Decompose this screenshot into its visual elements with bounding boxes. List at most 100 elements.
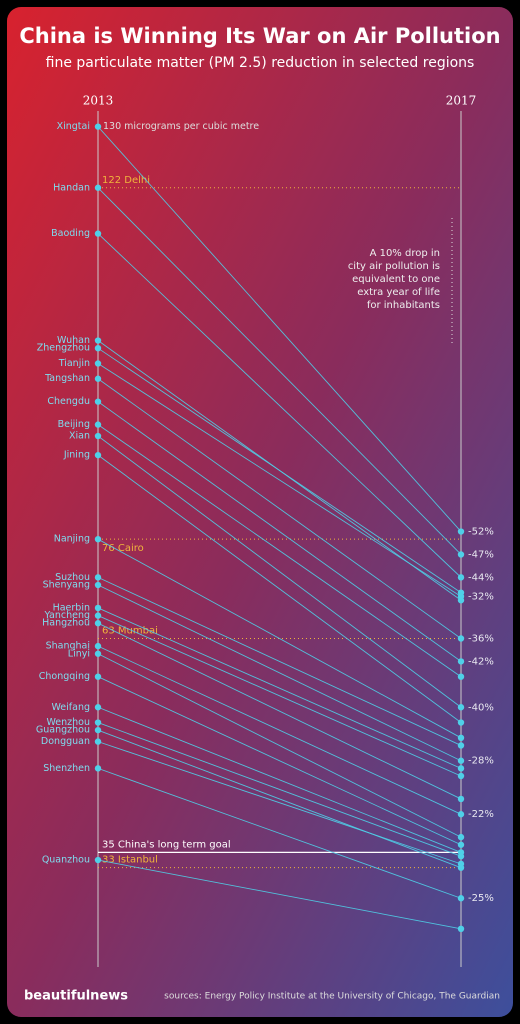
city-label: Baoding xyxy=(51,228,90,239)
city-label: Guangzhou xyxy=(36,725,90,736)
point-2017 xyxy=(457,757,465,764)
point-2017 xyxy=(457,925,465,933)
point-2013 xyxy=(94,344,102,352)
slope-line xyxy=(97,622,462,800)
slope-line xyxy=(97,424,462,678)
city-label: Shenzhen xyxy=(43,763,90,774)
slope-line xyxy=(97,347,462,594)
city-label: Weifang xyxy=(51,702,90,713)
point-2013 xyxy=(94,360,102,367)
slope-line xyxy=(97,615,462,777)
point-2017 xyxy=(457,734,465,742)
city-label: Handan xyxy=(53,182,90,193)
point-2013 xyxy=(94,184,102,191)
point-2013 xyxy=(94,581,102,589)
point-2017 xyxy=(457,833,465,841)
point-2017 xyxy=(457,860,465,868)
point-2013 xyxy=(94,535,102,543)
note-line: extra year of life xyxy=(357,287,440,298)
city-label: Beijing xyxy=(58,419,90,430)
change-label: -36% xyxy=(468,633,494,644)
slope-line xyxy=(97,584,462,762)
point-2013 xyxy=(94,604,102,612)
point-2013 xyxy=(94,398,102,405)
city-label: Xian xyxy=(69,431,90,442)
point-2017 xyxy=(457,853,465,860)
point-2017 xyxy=(457,772,465,780)
reference-label: 33 Istanbul xyxy=(102,855,158,866)
city-label: Wuhan xyxy=(57,335,90,346)
point-2017 xyxy=(457,574,465,581)
slope-line xyxy=(97,706,462,853)
slope-line xyxy=(97,645,462,815)
city-label: Dongguan xyxy=(41,736,90,747)
change-label: -25% xyxy=(468,893,494,904)
reference-label: 76 Cairo xyxy=(102,543,144,554)
slope-line xyxy=(97,363,462,597)
slope-line xyxy=(97,859,462,930)
point-2017 xyxy=(457,742,465,749)
city-label: Yancheng xyxy=(44,610,90,621)
axis-heading: 2013 xyxy=(83,94,114,108)
city-label: Quanzhou xyxy=(42,855,90,866)
point-2013 xyxy=(94,421,102,428)
city-label: Chongqing xyxy=(39,671,90,682)
slope-line xyxy=(97,435,462,708)
note-line: A 10% drop in xyxy=(370,248,440,259)
point-2017 xyxy=(457,635,465,642)
point-2017 xyxy=(457,673,465,680)
point-2013 xyxy=(94,432,102,440)
slope-line xyxy=(97,607,462,769)
slope-line xyxy=(97,187,462,555)
change-label: -42% xyxy=(468,656,494,667)
point-2017 xyxy=(457,895,465,902)
point-2013 xyxy=(94,337,102,344)
change-label: -47% xyxy=(468,549,494,560)
unit-note: 130 micrograms per cubic metre xyxy=(103,121,259,132)
change-label: -52% xyxy=(468,527,494,538)
change-label: -32% xyxy=(468,591,494,602)
point-2017 xyxy=(457,704,465,711)
slope-line xyxy=(97,126,462,532)
point-2013 xyxy=(94,230,102,237)
slope-line xyxy=(97,741,462,865)
point-2013 xyxy=(94,856,102,864)
point-2013 xyxy=(94,738,102,745)
point-2017 xyxy=(457,811,465,818)
point-2017 xyxy=(457,593,465,600)
slope-line xyxy=(97,576,462,746)
point-2013 xyxy=(94,726,102,734)
city-label: Xingtai xyxy=(57,121,90,132)
change-label: -44% xyxy=(468,572,494,583)
point-2017 xyxy=(457,658,465,665)
city-label: Shenyang xyxy=(43,580,90,591)
city-label: Hangzhou xyxy=(42,618,90,629)
slope-line xyxy=(97,378,462,639)
city-label: Nanjing xyxy=(54,534,90,545)
slope-line xyxy=(97,454,462,723)
slope-line xyxy=(97,233,462,578)
reference-label: 35 China's long term goal xyxy=(102,839,231,850)
city-label: Zhengzhou xyxy=(37,343,90,354)
point-2013 xyxy=(94,574,102,581)
city-label: Jining xyxy=(63,450,90,461)
source: sources: Energy Policy Institute at the … xyxy=(164,992,500,1002)
point-2013 xyxy=(94,650,102,657)
chart-subtitle: fine particulate matter (PM 2.5) reducti… xyxy=(46,55,475,71)
chart-title: China is Winning Its War on Air Pollutio… xyxy=(19,24,500,48)
point-2013 xyxy=(94,704,102,711)
change-label: -40% xyxy=(468,702,494,713)
slope-line xyxy=(97,538,462,739)
city-label: Tianjin xyxy=(58,358,90,369)
slope-line xyxy=(97,401,462,662)
point-2013 xyxy=(94,673,102,680)
point-2017 xyxy=(457,765,465,772)
point-2013 xyxy=(94,123,102,130)
point-2013 xyxy=(94,620,102,627)
slope-line xyxy=(97,767,462,899)
city-label: Wenzhou xyxy=(46,717,90,728)
point-2017 xyxy=(457,795,465,803)
city-label: Tangshan xyxy=(44,373,90,384)
point-2013 xyxy=(94,375,102,382)
